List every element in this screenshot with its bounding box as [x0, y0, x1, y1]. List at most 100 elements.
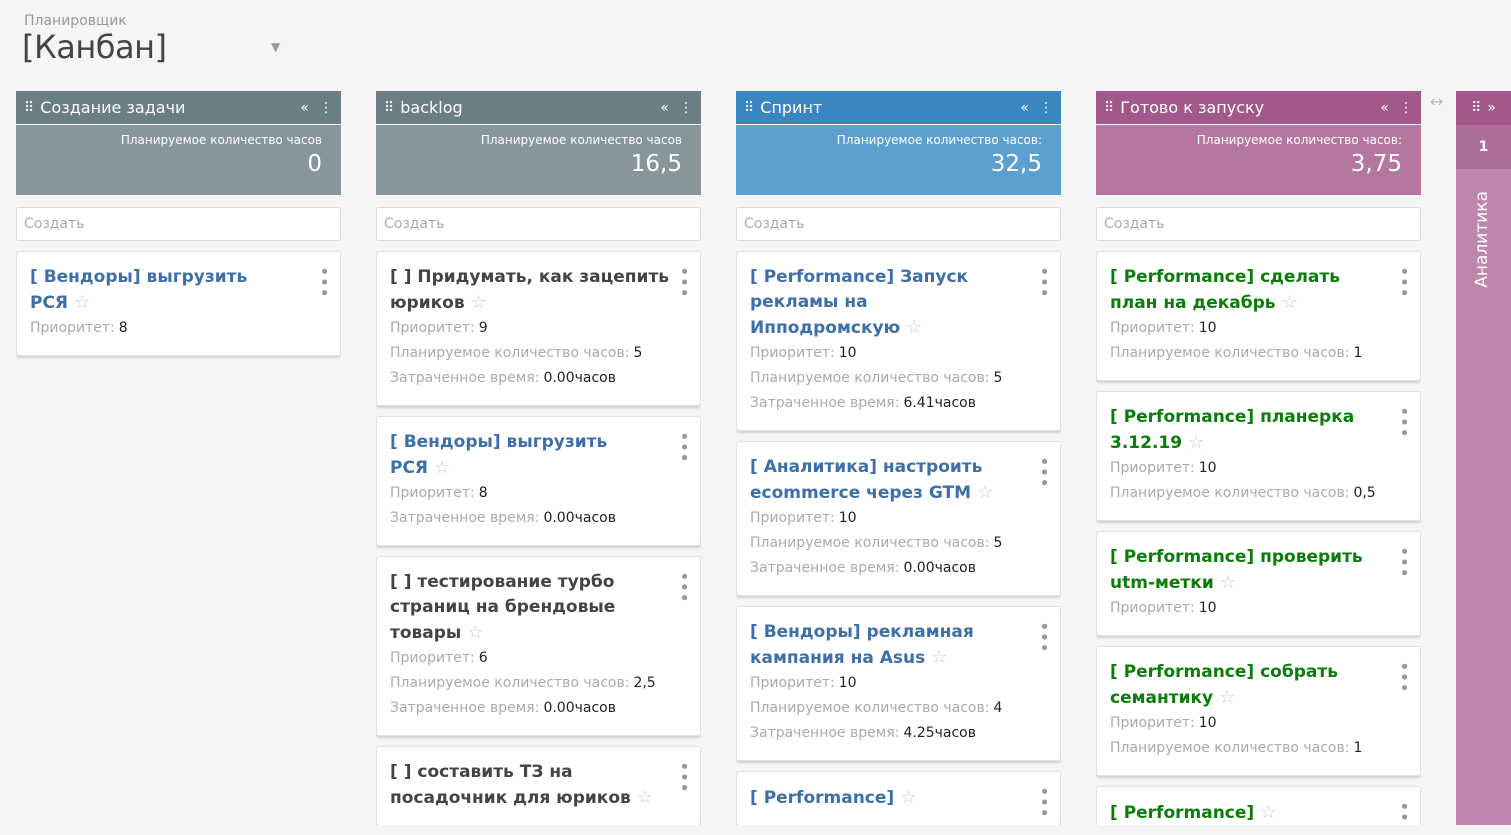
- drag-handle-icon[interactable]: ⠿: [1471, 100, 1482, 116]
- task-title[interactable]: [ ] составить ТЗ на посадочник для юрико…: [390, 762, 631, 808]
- field-label: Затраченное время:: [390, 510, 540, 526]
- field-label: Планируемое количество часов:: [1110, 485, 1350, 501]
- collapse-icon[interactable]: «: [660, 99, 669, 116]
- field-value: 10: [1198, 600, 1217, 616]
- task-title[interactable]: [ Вендоры] рекламная кампания на Asus: [750, 622, 974, 668]
- task-field: Приоритет: 6: [390, 646, 670, 671]
- star-icon[interactable]: ☆: [636, 787, 653, 808]
- card-menu-icon[interactable]: •••: [1033, 456, 1054, 488]
- create-task-input[interactable]: Создать: [16, 207, 341, 241]
- collapse-icon[interactable]: «: [300, 99, 309, 116]
- create-task-input[interactable]: Создать: [376, 207, 701, 241]
- task-title[interactable]: [ Вендоры] выгрузить РСЯ: [390, 432, 608, 478]
- card-menu-icon[interactable]: •••: [673, 761, 694, 793]
- task-title[interactable]: [ Performance]: [1110, 803, 1255, 823]
- task-card[interactable]: [ ] составить ТЗ на посадочник для юрико…: [376, 746, 701, 825]
- field-label: Планируемое количество часов:: [750, 700, 990, 716]
- task-card[interactable]: [ Вендоры] выгрузить РСЯ ☆ ••• Приоритет: 8: [16, 251, 341, 356]
- card-menu-icon[interactable]: •••: [1393, 266, 1414, 298]
- card-menu-icon[interactable]: •••: [1393, 661, 1414, 693]
- card-menu-icon[interactable]: •••: [673, 431, 694, 463]
- drag-handle-icon[interactable]: ⠿: [744, 99, 754, 116]
- more-icon[interactable]: ⋮: [1039, 99, 1053, 116]
- field-value: 6.41часов: [903, 395, 976, 411]
- task-title[interactable]: [ Performance] проверить utm-метки: [1110, 547, 1363, 593]
- star-icon[interactable]: ☆: [1260, 802, 1277, 823]
- card-menu-icon[interactable]: •••: [1393, 406, 1414, 438]
- more-icon[interactable]: ⋮: [679, 99, 693, 116]
- task-card[interactable]: [ Аналитика] настроить ecommerce через G…: [736, 441, 1061, 596]
- field-label: Планируемое количество часов:: [390, 675, 630, 691]
- task-card[interactable]: [ Performance] проверить utm-метки ☆ ••• П…: [1096, 531, 1421, 636]
- more-icon[interactable]: ⋮: [1399, 99, 1413, 116]
- star-icon[interactable]: ☆: [977, 482, 994, 503]
- card-menu-icon[interactable]: •••: [1033, 266, 1054, 298]
- task-field: Планируемое количество часов: 1: [1110, 341, 1390, 366]
- star-icon[interactable]: ☆: [931, 647, 948, 668]
- star-icon[interactable]: ☆: [470, 292, 487, 313]
- expand-icon[interactable]: »: [1487, 100, 1496, 116]
- task-field: Приоритет: 10: [1110, 456, 1390, 481]
- filter-icon[interactable]: ▼: [271, 40, 281, 54]
- card-menu-icon[interactable]: •••: [673, 571, 694, 603]
- task-title[interactable]: [ Performance] сделать план на декабрь: [1110, 267, 1340, 313]
- drag-handle-icon[interactable]: ⠿: [1104, 99, 1114, 116]
- collapse-icon[interactable]: «: [1380, 99, 1389, 116]
- star-icon[interactable]: ☆: [1188, 432, 1205, 453]
- task-card[interactable]: [ Performance] планерка 3.12.19 ☆ ••• Прио…: [1096, 391, 1421, 521]
- card-menu-icon[interactable]: •••: [1393, 801, 1414, 825]
- drag-handle-icon[interactable]: ⠿: [24, 99, 34, 116]
- task-card[interactable]: [ ] тестирование турбо страниц на брендо…: [376, 556, 701, 736]
- task-card[interactable]: [ Вендоры] выгрузить РСЯ ☆ ••• Приоритет: 8…: [376, 416, 701, 546]
- star-icon[interactable]: ☆: [434, 457, 451, 478]
- task-card[interactable]: [ Performance] Запуск рекламы на Ипподро…: [736, 251, 1061, 431]
- star-icon[interactable]: ☆: [1281, 292, 1298, 313]
- field-value: 1: [1353, 740, 1363, 756]
- task-title[interactable]: [ Performance]: [750, 788, 895, 808]
- task-card[interactable]: [ Вендоры] рекламная кампания на Asus ☆ •…: [736, 606, 1061, 761]
- star-icon[interactable]: ☆: [1219, 572, 1236, 593]
- field-label: Приоритет:: [390, 485, 475, 501]
- column-header: ⠿ Готово к запуску « ⋮: [1096, 91, 1421, 125]
- create-task-input[interactable]: Создать: [736, 207, 1061, 241]
- collapse-icon[interactable]: «: [1020, 99, 1029, 116]
- card-menu-icon[interactable]: •••: [1393, 546, 1414, 578]
- create-task-input[interactable]: Создать: [1096, 207, 1421, 241]
- card-menu-icon[interactable]: •••: [673, 266, 694, 298]
- task-card[interactable]: [ ] Придумать, как зацепить юриков ☆ ••• П…: [376, 251, 701, 406]
- more-icon[interactable]: ⋮: [319, 99, 333, 116]
- field-value: 0.00часов: [903, 560, 976, 576]
- field-label: Планируемое количество часов:: [750, 370, 990, 386]
- breadcrumb[interactable]: Планировщик: [24, 13, 127, 29]
- card-menu-icon[interactable]: •••: [1033, 621, 1054, 653]
- task-card[interactable]: [ Performance] ☆ •••: [736, 771, 1061, 825]
- field-label: Планируемое количество часов:: [1110, 345, 1350, 361]
- field-label: Приоритет:: [1110, 715, 1195, 731]
- task-title[interactable]: [ Performance] собрать семантику: [1110, 662, 1338, 708]
- resize-handle-icon[interactable]: ↔: [1430, 92, 1444, 111]
- task-title[interactable]: [ ] Придумать, как зацепить юриков: [390, 267, 670, 313]
- task-card[interactable]: [ Performance] ☆ •••: [1096, 786, 1421, 825]
- task-title[interactable]: [ Вендоры] выгрузить РСЯ: [30, 267, 248, 313]
- task-card[interactable]: [ Performance] собрать семантику ☆ ••• При…: [1096, 646, 1421, 776]
- task-title[interactable]: [ Аналитика] настроить ecommerce через G…: [750, 457, 983, 503]
- field-label: Приоритет:: [1110, 600, 1195, 616]
- star-icon[interactable]: ☆: [900, 787, 917, 808]
- field-label: Приоритет:: [30, 320, 115, 336]
- task-field: Приоритет: 10: [750, 506, 1030, 531]
- task-field: Планируемое количество часов: 5: [390, 341, 670, 366]
- card-menu-icon[interactable]: •••: [313, 266, 334, 298]
- star-icon[interactable]: ☆: [1219, 687, 1236, 708]
- collapsed-column-analytics[interactable]: ⠿ » 1 Аналитика: [1456, 91, 1511, 825]
- star-icon[interactable]: ☆: [906, 317, 923, 338]
- card-menu-icon[interactable]: •••: [1033, 786, 1054, 818]
- task-title[interactable]: [ Performance] Запуск рекламы на Ипподро…: [750, 267, 969, 338]
- task-field: Приоритет: 10: [1110, 711, 1390, 736]
- drag-handle-icon[interactable]: ⠿: [384, 99, 394, 116]
- star-icon[interactable]: ☆: [467, 622, 484, 643]
- task-card[interactable]: [ Performance] сделать план на декабрь ☆ …: [1096, 251, 1421, 381]
- star-icon[interactable]: ☆: [74, 292, 91, 313]
- task-title[interactable]: [ Performance] планерка 3.12.19: [1110, 407, 1355, 453]
- task-field: Планируемое количество часов: 5: [750, 531, 1030, 556]
- task-title[interactable]: [ ] тестирование турбо страниц на брендо…: [390, 572, 616, 643]
